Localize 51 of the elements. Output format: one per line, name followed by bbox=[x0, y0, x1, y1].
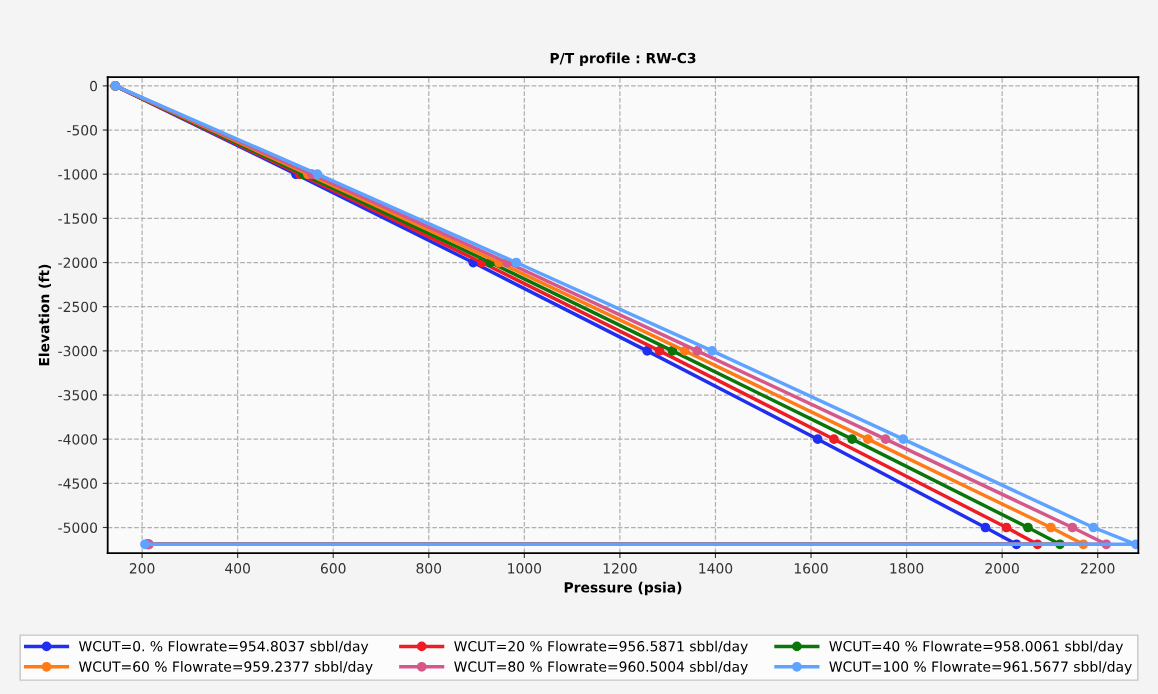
point bbox=[680, 345, 690, 356]
legend-label: WCUT=40 % Flowrate=958.0061 sbbl/day bbox=[829, 640, 1124, 655]
x-axis-title: Pressure (psia) bbox=[564, 581, 682, 596]
point bbox=[1046, 522, 1056, 533]
point bbox=[1023, 522, 1033, 533]
y-tick-label: 0 bbox=[90, 80, 98, 92]
x-tick-label: 1000 bbox=[508, 563, 542, 574]
y-tick-label: -3000 bbox=[58, 345, 98, 357]
point bbox=[863, 434, 873, 445]
y-tick-label: -3500 bbox=[58, 389, 98, 401]
x-tick-label: 1200 bbox=[603, 563, 637, 574]
y-axis-title: Elevation (ft) bbox=[38, 264, 51, 366]
chart-title: P/T profile : RW-C3 bbox=[550, 52, 696, 67]
legend-label: WCUT=60 % Flowrate=959.2377 sbbl/day bbox=[78, 661, 373, 675]
point bbox=[1088, 522, 1099, 533]
point bbox=[1001, 522, 1012, 533]
y-tick-label: -5000 bbox=[58, 522, 98, 533]
point bbox=[829, 434, 839, 445]
point bbox=[707, 345, 717, 356]
y-tick-label: -2000 bbox=[58, 257, 98, 268]
point bbox=[898, 434, 909, 445]
y-tick-label: -500 bbox=[67, 125, 98, 136]
point bbox=[880, 434, 891, 445]
x-tick-label: 600 bbox=[320, 563, 346, 574]
point bbox=[667, 345, 678, 356]
legend-label: WCUT=20 % Flowrate=956.5871 sbbl/day bbox=[454, 640, 748, 655]
x-tick-label: 1800 bbox=[890, 563, 924, 574]
point bbox=[654, 345, 665, 356]
point bbox=[642, 345, 652, 356]
x-tick-label: 2200 bbox=[1081, 563, 1115, 574]
point bbox=[1067, 522, 1078, 533]
x-tick-label: 200 bbox=[129, 563, 155, 574]
y-tick-label: -4500 bbox=[58, 478, 98, 489]
legend-label: WCUT=0. % Flowrate=954.8037 sbbl/day bbox=[78, 640, 369, 655]
y-tick-label: -1000 bbox=[58, 169, 98, 180]
x-tick-label: 1400 bbox=[699, 563, 733, 574]
y-tick-label: -4000 bbox=[58, 434, 98, 445]
point bbox=[312, 169, 323, 180]
point bbox=[511, 257, 522, 268]
x-tick-label: 400 bbox=[225, 563, 250, 574]
legend-label: WCUT=100 % Flowrate=961.5677 sbbl/day bbox=[829, 661, 1132, 675]
x-tick-label: 800 bbox=[416, 563, 442, 574]
point bbox=[812, 434, 823, 445]
legend-label: WCUT=80 % Flowrate=960.5004 sbbl/day bbox=[454, 661, 748, 675]
point bbox=[692, 345, 703, 356]
point bbox=[980, 522, 991, 533]
x-tick-label: 2000 bbox=[985, 563, 1019, 574]
y-tick-label: -2500 bbox=[58, 301, 98, 313]
y-tick-label: -1500 bbox=[58, 213, 98, 224]
point bbox=[847, 434, 857, 445]
x-tick-label: 1600 bbox=[794, 563, 828, 574]
